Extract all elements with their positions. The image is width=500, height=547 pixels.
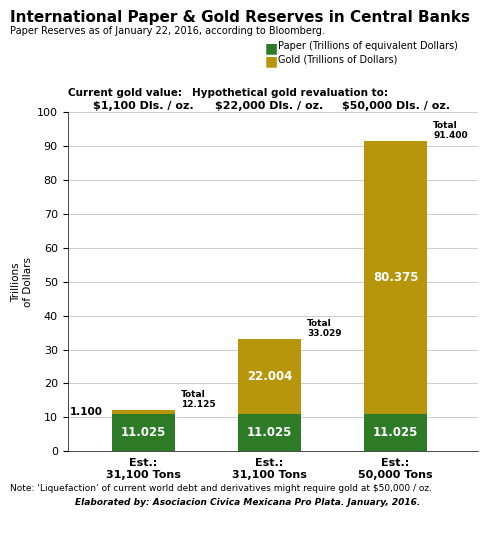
Text: 11.025: 11.025: [246, 426, 292, 439]
Text: Total
91.400: Total 91.400: [434, 121, 468, 140]
Text: 80.375: 80.375: [373, 271, 418, 284]
Text: Gold (Trillions of Dollars): Gold (Trillions of Dollars): [278, 55, 397, 65]
Text: Elaborated by: Asociacion Civica Mexicana Pro Plata. January, 2016.: Elaborated by: Asociacion Civica Mexican…: [75, 498, 420, 507]
Text: 22.004: 22.004: [246, 370, 292, 383]
Text: ■: ■: [265, 55, 278, 69]
Text: Note: ‘Liquefaction’ of current world debt and derivatives might require gold at: Note: ‘Liquefaction’ of current world de…: [10, 484, 432, 493]
Text: Paper Reserves as of January 22, 2016, according to Bloomberg.: Paper Reserves as of January 22, 2016, a…: [10, 26, 325, 36]
Bar: [364, 414, 427, 451]
Bar: [238, 339, 301, 414]
Text: ■: ■: [265, 41, 278, 55]
Bar: [112, 410, 174, 414]
Text: Paper (Trillions of equivalent Dollars): Paper (Trillions of equivalent Dollars): [278, 41, 458, 51]
Text: Total
12.125: Total 12.125: [181, 389, 216, 409]
Text: $50,000 Dls. / oz.: $50,000 Dls. / oz.: [342, 101, 450, 111]
Text: 11.025: 11.025: [373, 426, 418, 439]
Bar: [364, 141, 427, 414]
Text: Current gold value:: Current gold value:: [68, 88, 182, 97]
Text: $1,100 Dls. / oz.: $1,100 Dls. / oz.: [93, 101, 194, 111]
Bar: [238, 414, 301, 451]
Text: 1.100: 1.100: [70, 407, 103, 417]
Text: 11.025: 11.025: [120, 426, 166, 439]
Text: Hypothetical gold revaluation to:: Hypothetical gold revaluation to:: [192, 88, 388, 97]
Text: Total
33.029: Total 33.029: [307, 319, 342, 338]
Bar: [112, 414, 174, 451]
Y-axis label: Trillions
of Dollars: Trillions of Dollars: [11, 257, 32, 307]
Text: $22,000 Dls. / oz.: $22,000 Dls. / oz.: [215, 101, 324, 111]
Text: International Paper & Gold Reserves in Central Banks: International Paper & Gold Reserves in C…: [10, 10, 470, 25]
